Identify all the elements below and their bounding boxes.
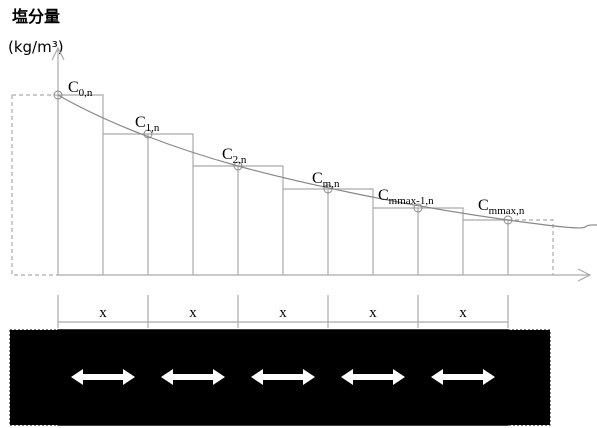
specimen-dot (143, 372, 153, 382)
node-base: C (312, 170, 323, 187)
node-sub: 0,n (79, 87, 93, 99)
node-sub: m,n (323, 178, 340, 190)
interval-label: x (459, 305, 467, 321)
specimen-dot (413, 372, 423, 382)
node-label: C0,n (68, 79, 93, 99)
node-base: C (135, 114, 146, 131)
interval-label: x (369, 305, 377, 321)
specimen-dot (323, 372, 333, 382)
node-point (143, 129, 153, 139)
interval-label: x (99, 305, 107, 321)
node-base: C (378, 187, 389, 204)
double-arrow (71, 369, 135, 385)
node-label: Cmmax,n (478, 197, 525, 217)
node-point (53, 90, 63, 100)
dimension-lines (57, 295, 509, 328)
unit: (kg/m³) (8, 38, 64, 56)
node-label: C2,n (222, 146, 247, 166)
node-label: Cmmax-1,n (378, 187, 434, 207)
node-point (323, 184, 333, 194)
double-arrow (341, 369, 405, 385)
interval-label: x (189, 305, 197, 321)
node-sub: 2,n (233, 154, 247, 166)
node-sub: 1,n (146, 122, 160, 134)
specimen-dot (233, 372, 243, 382)
node-base: C (68, 79, 79, 96)
double-arrow (161, 369, 225, 385)
node-point (503, 215, 513, 225)
node-point (233, 161, 243, 171)
interval-label: x (279, 305, 287, 321)
axes (11, 46, 597, 282)
node-base: C (222, 146, 233, 163)
node-sub: mmax-1,n (389, 195, 434, 207)
specimen-dot (53, 372, 63, 382)
double-arrow (251, 369, 315, 385)
node-label: Cm,n (312, 170, 340, 190)
double-arrow (431, 369, 495, 385)
title: 塩分量 (12, 7, 60, 26)
node-point (413, 203, 423, 213)
node-label: C1,n (135, 114, 160, 134)
node-sub: mmax,n (489, 205, 525, 217)
specimen-dot (503, 372, 513, 382)
node-base: C (478, 197, 489, 214)
